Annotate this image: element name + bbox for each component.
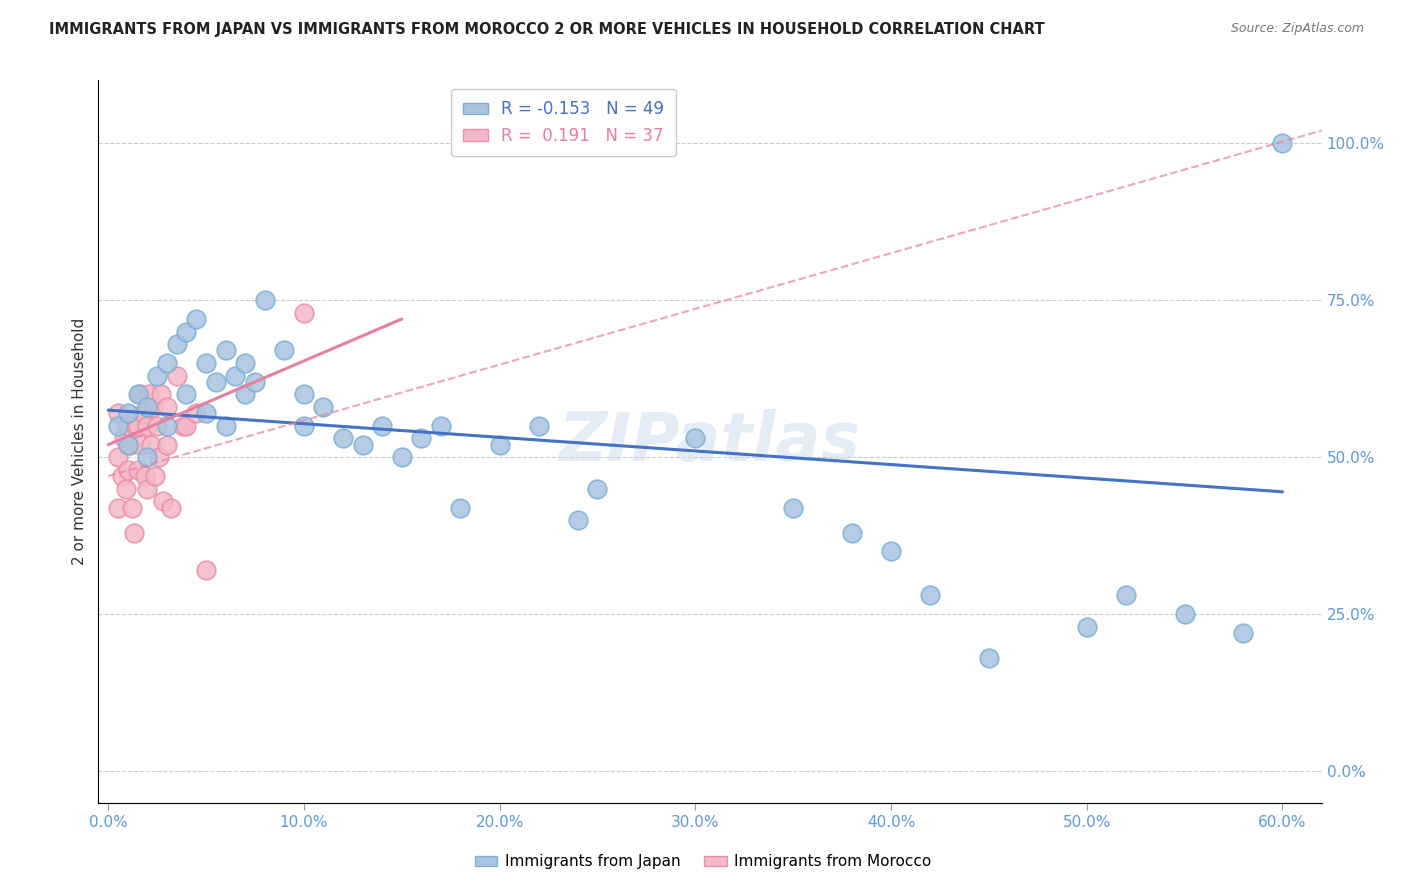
Point (224, 368, 246, 383)
Point (136, 418, 159, 433)
Text: IMMIGRANTS FROM JAPAN VS IMMIGRANTS FROM MOROCCO 2 OR MORE VEHICLES IN HOUSEHOLD: IMMIGRANTS FROM JAPAN VS IMMIGRANTS FROM… (49, 22, 1045, 37)
Point (111, 469, 134, 483)
Point (121, 500, 143, 515)
Point (117, 418, 139, 433)
Text: Source: ZipAtlas.com: Source: ZipAtlas.com (1230, 22, 1364, 36)
Point (112, 431, 135, 445)
Point (214, 343, 236, 358)
Point (243, 375, 266, 389)
Point (160, 500, 183, 515)
Point (352, 438, 374, 452)
Point (176, 418, 198, 433)
Point (172, 418, 194, 433)
Point (411, 431, 433, 445)
Point (292, 387, 315, 401)
Point (880, 544, 903, 558)
Point (118, 438, 141, 452)
Point (114, 482, 136, 496)
Point (156, 400, 179, 414)
Point (450, 500, 472, 515)
Point (134, 469, 156, 483)
Y-axis label: 2 or more Vehicles in Household: 2 or more Vehicles in Household (72, 318, 87, 566)
Point (131, 438, 153, 452)
Point (156, 356, 179, 370)
Legend: R = -0.153   N = 49, R =  0.191   N = 37: R = -0.153 N = 49, R = 0.191 N = 37 (451, 88, 675, 156)
Point (1076, 620, 1098, 634)
Point (124, 418, 146, 433)
Point (488, 438, 510, 452)
Legend: Immigrants from Japan, Immigrants from Morocco: Immigrants from Japan, Immigrants from M… (468, 848, 938, 875)
Point (186, 312, 208, 326)
Point (567, 513, 589, 527)
Point (292, 418, 315, 433)
Point (233, 387, 256, 401)
Point (107, 500, 129, 515)
Point (150, 387, 173, 401)
Point (195, 563, 218, 577)
Point (214, 418, 236, 433)
Point (107, 406, 129, 420)
Point (586, 482, 609, 496)
Point (1115, 589, 1137, 603)
Point (107, 450, 129, 465)
Point (186, 406, 208, 420)
Point (195, 356, 218, 370)
Point (138, 387, 160, 401)
Point (1271, 136, 1294, 150)
Point (977, 651, 1000, 665)
Point (143, 469, 166, 483)
Point (253, 293, 276, 308)
Point (292, 306, 315, 320)
Point (117, 463, 139, 477)
Point (685, 431, 707, 445)
Point (391, 450, 413, 465)
Point (142, 400, 165, 414)
Point (117, 406, 139, 420)
Point (920, 589, 942, 603)
Point (371, 418, 394, 433)
Point (136, 400, 159, 414)
Point (146, 368, 169, 383)
Point (127, 387, 149, 401)
Point (233, 356, 256, 370)
Point (332, 431, 354, 445)
Point (122, 525, 145, 540)
Point (156, 438, 179, 452)
Point (128, 387, 150, 401)
Point (176, 325, 198, 339)
Point (312, 400, 335, 414)
Point (152, 494, 174, 508)
Point (117, 438, 139, 452)
Point (156, 418, 179, 433)
Point (527, 418, 550, 433)
Point (430, 418, 453, 433)
Point (273, 343, 295, 358)
Point (166, 368, 188, 383)
Point (107, 418, 129, 433)
Point (195, 406, 218, 420)
Point (132, 406, 155, 420)
Point (782, 500, 804, 515)
Point (166, 337, 188, 351)
Point (205, 375, 228, 389)
Text: ZIPatlas: ZIPatlas (560, 409, 860, 475)
Point (1174, 607, 1197, 622)
Point (146, 418, 169, 433)
Point (127, 418, 149, 433)
Point (841, 525, 863, 540)
Point (136, 450, 159, 465)
Point (141, 438, 163, 452)
Point (1232, 626, 1254, 640)
Point (176, 387, 198, 401)
Point (136, 482, 159, 496)
Point (148, 450, 170, 465)
Point (127, 463, 149, 477)
